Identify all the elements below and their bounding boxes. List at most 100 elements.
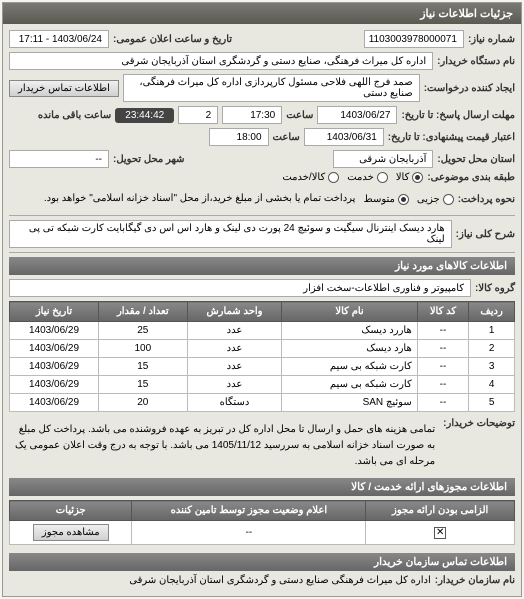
licenses-table: الزامی بودن ارائه مجوز اعلام وضعیت مجوز … (9, 500, 515, 545)
table-row: 3--کارت شبکه بی سیمعدد151403/06/29 (10, 358, 515, 376)
table-cell: 100 (99, 340, 187, 358)
title-text: هارد دیسک اینترنال سیگیت و سوئیچ 24 پورت… (9, 220, 452, 248)
contact-header: اطلاعات تماس سازمان خریدار (9, 553, 515, 571)
table-cell: عدد (187, 340, 282, 358)
pay-opt-1[interactable]: متوسط (363, 194, 408, 205)
lic-row: -- مشاهده مجوز (10, 521, 515, 545)
main-header: جزئیات اطلاعات نیاز (3, 3, 521, 24)
lic-btn-cell: مشاهده مجوز (10, 521, 132, 545)
table-cell: کارت شبکه بی سیم (282, 376, 417, 394)
pay-label: نحوه پرداخت: (458, 194, 515, 205)
row-budget: طبقه بندی موضوعی: کالا خدمت کالا/خدمت (9, 172, 515, 183)
radio-icon (443, 194, 454, 205)
view-license-button[interactable]: مشاهده مجوز (33, 524, 109, 541)
req-no-label: شماره نیاز: (468, 34, 515, 45)
lic-th-2: جزئیات (10, 501, 132, 521)
deadline-label: مهلت ارسال پاسخ: تا تاریخ: (401, 110, 515, 121)
table-cell: 1403/06/29 (10, 376, 99, 394)
table-cell: عدد (187, 322, 282, 340)
ann-dt-label: تاریخ و ساعت اعلان عمومی: (113, 34, 232, 45)
valid-time: 18:00 (209, 128, 269, 146)
table-cell: 1403/06/29 (10, 340, 99, 358)
table-cell: 15 (99, 358, 187, 376)
row-deadline: مهلت ارسال پاسخ: تا تاریخ: 1403/06/27 سا… (9, 106, 515, 124)
pay-note: پرداخت تمام یا بخشی از مبلغ خرید،از محل … (40, 187, 360, 211)
goods-header: اطلاعات کالاهای مورد نیاز (9, 257, 515, 275)
group-value: کامپیوتر و فناوری اطلاعات-سخت افزار (9, 279, 471, 297)
remain-text: ساعت باقی مانده (38, 110, 111, 121)
title-label: شرح کلی نیاز: (456, 229, 515, 240)
pay-radio-group: جزیی متوسط (363, 194, 453, 205)
table-cell: -- (417, 376, 468, 394)
table-cell: دستگاه (187, 394, 282, 412)
th-2: نام کالا (282, 302, 417, 322)
table-cell: هارد دیسک (282, 340, 417, 358)
pay-opt-0[interactable]: جزیی (417, 194, 454, 205)
row-title: شرح کلی نیاز: هارد دیسک اینترنال سیگیت و… (9, 215, 515, 253)
table-cell: کارت شبکه بی سیم (282, 358, 417, 376)
row-valid: اعتبار قیمت پیشنهادی: تا تاریخ: 1403/06/… (9, 128, 515, 146)
checkbox-icon[interactable] (434, 527, 446, 539)
table-cell: 5 (469, 394, 515, 412)
table-cell: 15 (99, 376, 187, 394)
city-value: -- (9, 150, 109, 168)
goods-thead-row: ردیف کد کالا نام کالا واحد شمارش تعداد /… (10, 302, 515, 322)
main-panel: جزئیات اطلاعات نیاز شماره نیاز: 11030039… (2, 2, 522, 597)
table-cell: 2 (469, 340, 515, 358)
th-1: کد کالا (417, 302, 468, 322)
valid-date: 1403/06/31 (304, 128, 384, 146)
th-0: ردیف (469, 302, 515, 322)
time-label-1: ساعت (286, 110, 313, 121)
radio-icon (412, 172, 423, 183)
budget-opt-0[interactable]: کالا (396, 172, 424, 183)
table-cell: 1 (469, 322, 515, 340)
table-cell: 1403/06/29 (10, 358, 99, 376)
table-cell: عدد (187, 376, 282, 394)
row-requester: ایجاد کننده درخواست: صمد فرج اللهی فلاحی… (9, 74, 515, 102)
radio-icon (377, 172, 388, 183)
table-cell: -- (417, 322, 468, 340)
lic-th-0: الزامی بودن ارائه مجوز (366, 501, 515, 521)
table-row: 1--هاررد دیسکعدد251403/06/29 (10, 322, 515, 340)
buyer-note-label: توضیحات خریدار: (443, 418, 515, 429)
group-label: گروه کالا: (475, 283, 515, 294)
table-cell: 1403/06/29 (10, 322, 99, 340)
row-req-no: شماره نیاز: 1103003978000071 تاریخ و ساع… (9, 30, 515, 48)
row-contact: نام سازمان خریدار: اداره کل میراث فرهنگی… (9, 575, 515, 586)
countdown: 23:44:42 (115, 108, 174, 123)
requester-value: صمد فرج اللهی فلاحی مسئول کارپردازی ادار… (123, 74, 420, 102)
table-cell: 1403/06/29 (10, 394, 99, 412)
req-no-value: 1103003978000071 (364, 30, 464, 48)
table-cell: -- (417, 358, 468, 376)
time-label-2: ساعت (273, 132, 300, 143)
budget-opt-1[interactable]: خدمت (347, 172, 388, 183)
info-body: شماره نیاز: 1103003978000071 تاریخ و ساع… (3, 24, 521, 596)
deadline-date: 1403/06/27 (317, 106, 397, 124)
contact-value: اداره کل میراث فرهنگی صنایع دستی و گردشگ… (129, 575, 430, 586)
table-cell: -- (417, 340, 468, 358)
th-5: تاریخ نیاز (10, 302, 99, 322)
budget-opt-2[interactable]: کالا/خدمت (282, 172, 339, 183)
budget-radio-group: کالا خدمت کالا/خدمت (282, 172, 423, 183)
row-buyer-note: توضیحات خریدار: تمامی هزینه های حمل و ار… (9, 418, 515, 474)
requester-label: ایجاد کننده درخواست: (424, 83, 515, 94)
province-value: آذربایجان شرقی (333, 150, 433, 168)
contact-label: نام سازمان خریدار: (435, 575, 515, 586)
table-cell: 3 (469, 358, 515, 376)
row-buyer: نام دستگاه خریدار: اداره کل میراث فرهنگی… (9, 52, 515, 70)
table-cell: 4 (469, 376, 515, 394)
buyer-value: اداره کل میراث فرهنگی، صنایع دستی و گردش… (9, 52, 433, 70)
lic-mandatory (366, 521, 515, 545)
province-label: استان محل تحویل: (437, 154, 515, 165)
contact-button[interactable]: اطلاعات تماس خریدار (9, 80, 119, 97)
city-label: شهر محل تحویل: (113, 154, 185, 165)
row-location: استان محل تحویل: آذربایجان شرقی شهر محل … (9, 150, 515, 168)
lic-thead-row: الزامی بودن ارائه مجوز اعلام وضعیت مجوز … (10, 501, 515, 521)
table-row: 4--کارت شبکه بی سیمعدد151403/06/29 (10, 376, 515, 394)
lic-status: -- (132, 521, 366, 545)
table-cell: -- (417, 394, 468, 412)
goods-table: ردیف کد کالا نام کالا واحد شمارش تعداد /… (9, 301, 515, 412)
deadline-time: 17:30 (222, 106, 282, 124)
table-cell: 20 (99, 394, 187, 412)
radio-icon (328, 172, 339, 183)
